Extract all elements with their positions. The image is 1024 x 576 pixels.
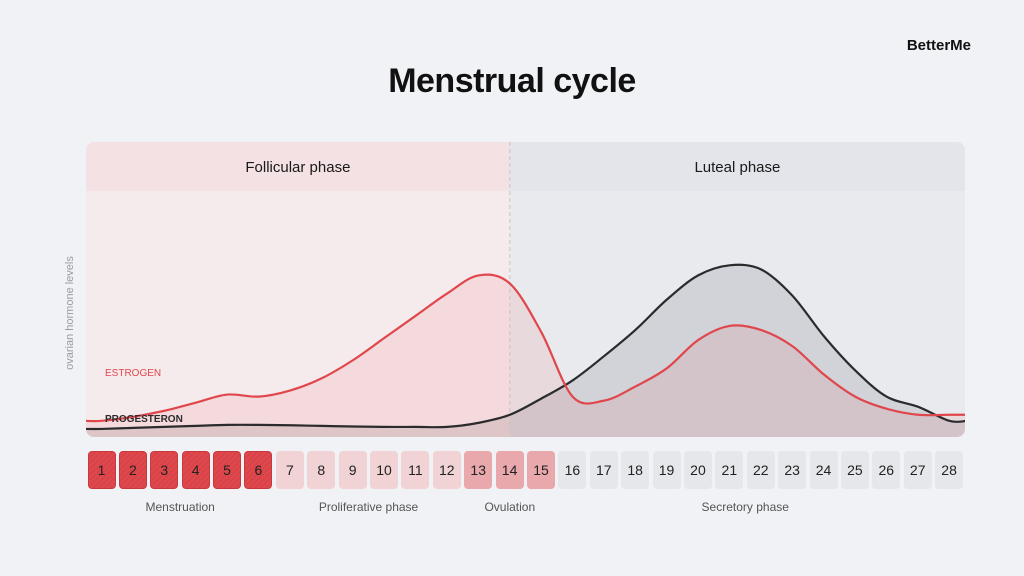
phase-label-menstruation: Menstruation — [145, 500, 215, 514]
cycle-day-25: 25 — [840, 451, 869, 489]
chart-title: Menstrual cycle — [388, 62, 636, 100]
estrogen-line — [86, 273, 965, 423]
progesterone-legend-label: PROGESTERON — [105, 414, 183, 425]
cycle-day-9: 9 — [338, 451, 367, 489]
cycle-day-row: 1 2 3 4 5 6 7 8 9 10 11 12 13 14 15 16 17 18 19 20 21 22 23 24 2… — [86, 451, 965, 489]
cycle-day-7: 7 — [275, 451, 304, 489]
cycle-day-5: 5 — [213, 451, 242, 489]
estrogen-legend-label: ESTROGEN — [105, 368, 161, 379]
cycle-day-16: 16 — [558, 451, 587, 489]
cycle-day-8: 8 — [307, 451, 336, 489]
cycle-day-21: 21 — [715, 451, 744, 489]
progesterone-area — [86, 264, 965, 437]
cycle-day-6: 6 — [244, 451, 273, 489]
cycle-day-14: 14 — [495, 451, 524, 489]
cycle-day-12: 12 — [432, 451, 461, 489]
cycle-day-28: 28 — [935, 451, 964, 489]
cycle-day-20: 20 — [683, 451, 712, 489]
luteal-phase-label: Luteal phase — [694, 159, 780, 176]
follicular-phase-header — [86, 142, 510, 191]
brand-logo: BetterMe — [906, 37, 971, 54]
cycle-day-18: 18 — [621, 451, 650, 489]
luteal-phase-background — [509, 142, 965, 437]
cycle-day-15: 15 — [527, 451, 555, 489]
cycle-day-3: 3 — [150, 451, 179, 489]
cycle-day-1: 1 — [87, 451, 116, 489]
cycle-day-23: 23 — [778, 451, 807, 489]
cycle-day-2: 2 — [118, 451, 147, 489]
cycle-day-13: 13 — [464, 451, 493, 489]
cycle-day-11: 11 — [401, 451, 430, 489]
cycle-day-24: 24 — [809, 451, 838, 489]
phase-label-proliferative-phase: Proliferative phase — [318, 500, 419, 514]
hormone-chart: Follicular phase Luteal phase ESTROGEN PROG… — [86, 142, 965, 437]
progesterone-line — [86, 263, 965, 431]
phase-label-secretory-phase: Secretory phase — [701, 500, 789, 514]
luteal-phase-header — [509, 142, 965, 191]
follicular-phase-label: Follicular phase — [245, 159, 350, 176]
cycle-day-10: 10 — [370, 451, 399, 489]
cycle-day-17: 17 — [589, 451, 618, 489]
cycle-day-19: 19 — [652, 451, 681, 489]
estrogen-area — [86, 274, 965, 437]
phase-label-ovulation: Ovulation — [484, 500, 536, 514]
cycle-day-27: 27 — [903, 451, 932, 489]
cycle-day-22: 22 — [746, 451, 775, 489]
cycle-day-4: 4 — [181, 451, 210, 489]
cycle-day-26: 26 — [872, 451, 901, 489]
